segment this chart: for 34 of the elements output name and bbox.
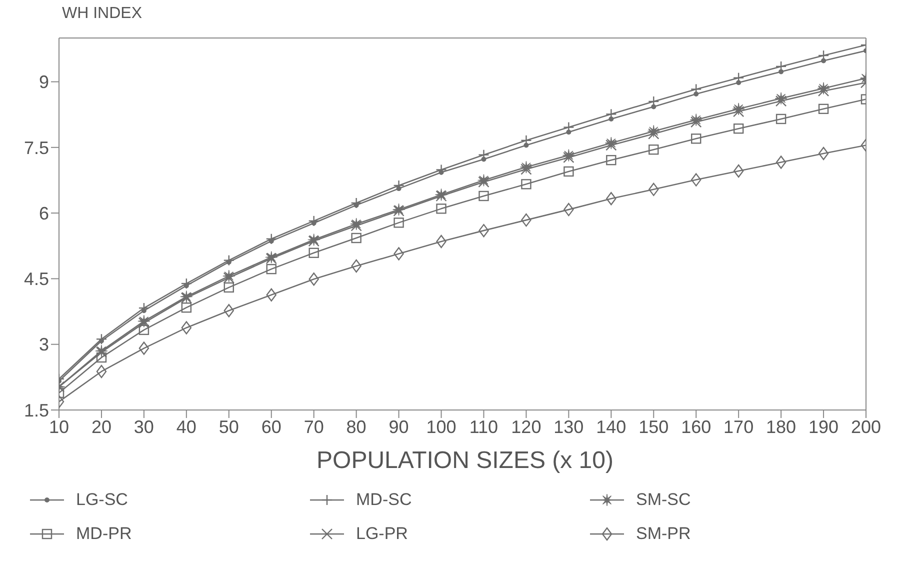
legend-label: SM-SC — [636, 490, 691, 510]
x-axis-title: POPULATION SIZES (x 10) — [316, 447, 614, 475]
x-tick-label: 50 — [218, 416, 239, 437]
y-tick-label: 4.5 — [24, 269, 49, 290]
x-tick-label: 180 — [766, 416, 796, 437]
x-tick-label: 190 — [808, 416, 839, 437]
x-tick-label: 90 — [388, 416, 409, 437]
x-tick-label: 120 — [511, 416, 542, 437]
x-tick-label: 40 — [176, 416, 196, 437]
x-tick-label: 30 — [134, 416, 154, 437]
x-tick-label: 80 — [346, 416, 366, 437]
y-tick-label: 9 — [38, 72, 49, 92]
x-tick-label: 170 — [724, 416, 754, 437]
x-tick-label: 200 — [850, 416, 882, 437]
x-tick-label: 60 — [261, 416, 282, 437]
legend-label: MD-SC — [356, 490, 412, 510]
x-tick-label: 140 — [596, 416, 626, 437]
y-tick-label: 3 — [38, 334, 49, 355]
x-tick-label: 10 — [48, 416, 70, 437]
x-tick-label: 130 — [554, 416, 584, 437]
x-tick-label: 110 — [469, 416, 498, 437]
x-tick-label: 70 — [304, 416, 324, 437]
legend-label: SM-PR — [636, 524, 691, 544]
x-tick-label: 160 — [681, 416, 712, 437]
y-tick-label: 7.5 — [24, 138, 49, 158]
legend-label: LG-SC — [76, 490, 128, 510]
legend-label: LG-PR — [356, 524, 408, 544]
x-tick-label: 150 — [638, 416, 669, 437]
x-tick-label: 20 — [91, 416, 112, 437]
y-axis-title: WH INDEX — [62, 5, 142, 23]
legend-label: MD-PR — [76, 524, 132, 544]
y-tick-label: 1.5 — [24, 400, 49, 420]
y-tick-label: 6 — [38, 203, 49, 224]
x-tick-label: 100 — [426, 416, 456, 437]
